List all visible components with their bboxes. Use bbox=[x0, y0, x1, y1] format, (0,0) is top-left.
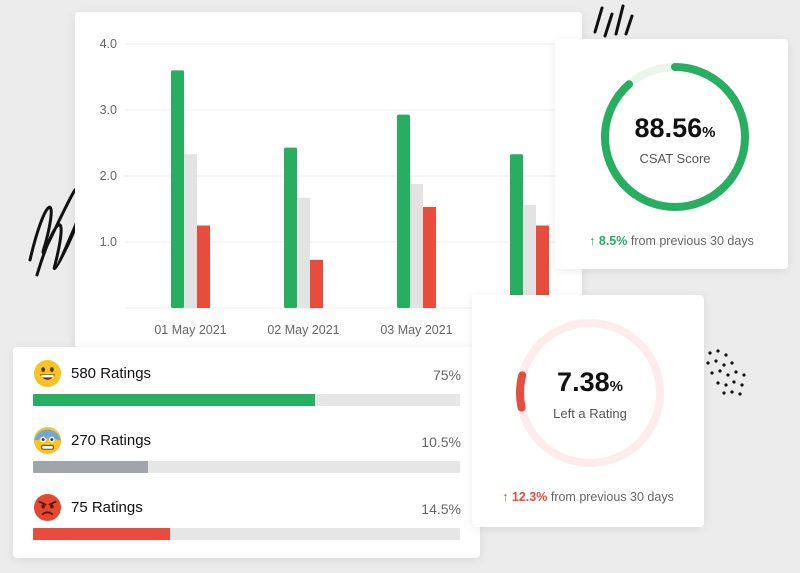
scribble-left-decoration bbox=[28, 188, 82, 277]
bar bbox=[197, 225, 210, 308]
rating-count-label: 75 Ratings bbox=[71, 499, 143, 516]
rating-percent: 10.5% bbox=[421, 434, 461, 450]
csat-change-value: 8.5% bbox=[598, 234, 628, 248]
csat-number: 88.56 bbox=[634, 113, 703, 143]
left-rating-ring-progress bbox=[516, 319, 664, 467]
left-rating-ring: 7.38% Left a Rating bbox=[514, 317, 666, 469]
bar bbox=[284, 147, 297, 308]
csat-ring-graphic bbox=[601, 63, 749, 211]
csat-ring: 88.56% CSAT Score bbox=[599, 61, 751, 213]
csat-change-text: from previous 30 days bbox=[630, 234, 754, 248]
y-tick-label: 4.0 bbox=[100, 37, 117, 51]
y-tick-label: 1.0 bbox=[100, 235, 117, 249]
y-tick-label: 3.0 bbox=[100, 103, 117, 117]
rating-progress-fill bbox=[33, 461, 149, 473]
rating-progress-track bbox=[33, 528, 460, 540]
bar bbox=[297, 197, 310, 308]
left-rating-change-text: from previous 30 days bbox=[550, 490, 674, 504]
dots-decoration bbox=[706, 349, 746, 396]
arrow-up-icon: ↑ bbox=[502, 490, 509, 504]
left-rating-change: ↑ 12.3% from previous 30 days bbox=[472, 490, 704, 504]
bar bbox=[423, 207, 436, 308]
y-tick-label: 2.0 bbox=[100, 169, 117, 183]
bar bbox=[184, 154, 197, 308]
arrow-up-icon: ↑ bbox=[589, 234, 596, 248]
rating-progress-fill bbox=[33, 528, 170, 540]
rating-row-positive: 580 Ratings 75% bbox=[33, 359, 461, 409]
rating-progress-fill bbox=[33, 394, 315, 406]
bar-chart-card: 1.0 2.0 3.0 4.0 01 May 2021 02 May 2021 03 May… bbox=[75, 12, 582, 348]
rating-percent: 75% bbox=[432, 367, 461, 383]
bar bbox=[171, 70, 184, 309]
rating-row-negative: 75 Ratings 14.5% bbox=[33, 493, 461, 543]
csat-value: 88.56% bbox=[599, 113, 751, 144]
left-rating-caption: Left a Rating bbox=[553, 406, 627, 421]
rating-count-label: 580 Ratings bbox=[71, 365, 152, 382]
bar bbox=[310, 259, 323, 308]
csat-score-card: 88.56% CSAT Score ↑ 8.5% from previous 3… bbox=[555, 39, 788, 269]
bar bbox=[510, 154, 523, 308]
bar bbox=[397, 114, 410, 309]
bar bbox=[536, 225, 549, 308]
rating-progress-track bbox=[33, 394, 460, 406]
x-tick-label: 02 May 2021 bbox=[267, 323, 339, 337]
csat-unit: % bbox=[702, 124, 716, 141]
grinning-face-icon bbox=[33, 359, 62, 388]
angry-face-icon bbox=[33, 493, 62, 522]
csat-ring-progress bbox=[601, 63, 749, 211]
bar bbox=[523, 205, 536, 308]
left-rating-unit: % bbox=[609, 378, 623, 395]
x-tick-label: 03 May 2021 bbox=[380, 323, 452, 337]
left-rating-ring-graphic bbox=[516, 319, 664, 467]
rating-percent: 14.5% bbox=[421, 501, 461, 517]
left-rating-card: 7.38% Left a Rating ↑ 12.3% from previou… bbox=[472, 295, 704, 527]
left-rating-number: 7.38 bbox=[557, 367, 610, 397]
bar-chart: 1.0 2.0 3.0 4.0 01 May 2021 02 May 2021 03 May… bbox=[100, 37, 582, 337]
left-rating-value: 7.38% bbox=[514, 367, 666, 398]
csat-caption: CSAT Score bbox=[639, 151, 711, 166]
scribble-top-decoration bbox=[593, 4, 634, 38]
bar bbox=[410, 183, 423, 308]
csat-change: ↑ 8.5% from previous 30 days bbox=[555, 234, 788, 248]
anxious-face-icon bbox=[33, 426, 62, 455]
ratings-breakdown-card: 580 Ratings 75% 270 Ratings 10.5% bbox=[13, 347, 480, 558]
x-tick-label: 01 May 2021 bbox=[154, 323, 226, 337]
rating-progress-track bbox=[33, 461, 460, 473]
rating-row-neutral: 270 Ratings 10.5% bbox=[33, 426, 461, 476]
left-rating-change-value: 12.3% bbox=[511, 490, 548, 504]
rating-count-label: 270 Ratings bbox=[71, 432, 152, 449]
